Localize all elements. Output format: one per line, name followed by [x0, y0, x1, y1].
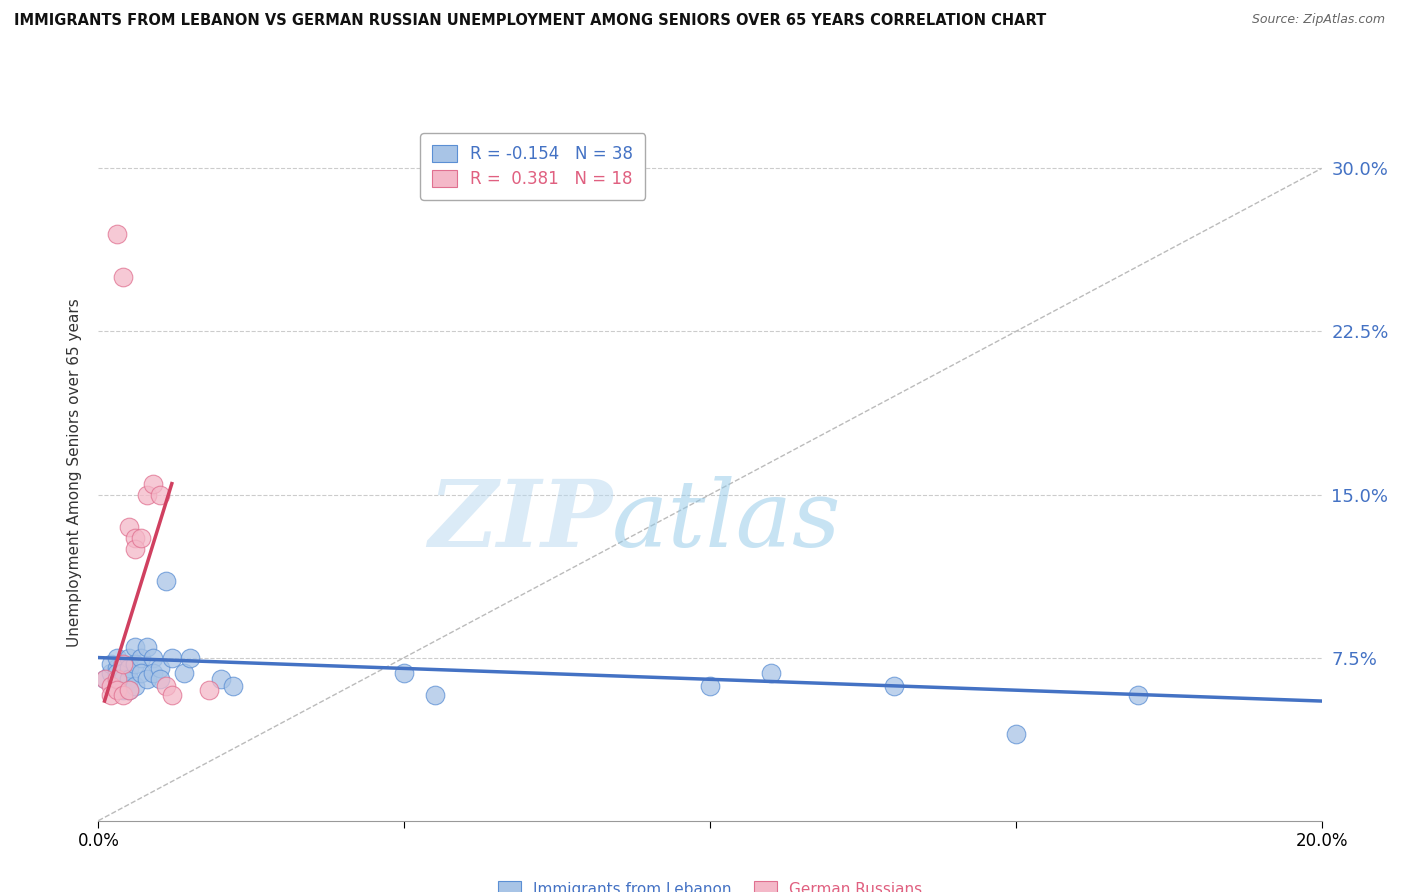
Point — [155, 679, 177, 693]
Point — [160, 650, 183, 665]
Point — [111, 688, 134, 702]
Point — [142, 665, 165, 680]
Y-axis label: Unemployment Among Seniors over 65 years: Unemployment Among Seniors over 65 years — [66, 299, 82, 647]
Point — [118, 650, 141, 665]
Point — [111, 673, 134, 687]
Point — [100, 657, 122, 671]
Point — [111, 270, 134, 285]
Legend: Immigrants from Lebanon, German Russians: Immigrants from Lebanon, German Russians — [492, 875, 928, 892]
Point — [124, 531, 146, 545]
Point — [179, 650, 201, 665]
Point — [883, 679, 905, 693]
Point — [142, 476, 165, 491]
Point — [423, 688, 446, 702]
Point — [105, 665, 128, 680]
Point — [124, 679, 146, 693]
Point — [105, 227, 128, 241]
Point — [118, 683, 141, 698]
Point — [173, 665, 195, 680]
Point — [118, 520, 141, 534]
Point — [149, 661, 172, 675]
Point — [149, 673, 172, 687]
Text: Source: ZipAtlas.com: Source: ZipAtlas.com — [1251, 13, 1385, 27]
Point — [136, 673, 159, 687]
Point — [100, 665, 122, 680]
Point — [136, 487, 159, 501]
Point — [93, 673, 115, 687]
Point — [105, 661, 128, 675]
Point — [129, 531, 152, 545]
Point — [105, 673, 128, 687]
Text: atlas: atlas — [612, 476, 842, 566]
Point — [100, 688, 122, 702]
Point — [222, 679, 245, 693]
Point — [93, 673, 115, 687]
Point — [124, 640, 146, 654]
Point — [759, 665, 782, 680]
Point — [392, 665, 416, 680]
Point — [118, 673, 141, 687]
Point — [124, 541, 146, 556]
Point — [197, 683, 219, 698]
Point — [1004, 726, 1026, 740]
Point — [105, 683, 128, 698]
Point — [111, 657, 134, 671]
Point — [136, 640, 159, 654]
Point — [124, 657, 146, 671]
Point — [699, 679, 721, 693]
Point — [100, 679, 122, 693]
Point — [155, 574, 177, 589]
Point — [111, 657, 134, 671]
Point — [118, 661, 141, 675]
Point — [209, 673, 232, 687]
Text: IMMIGRANTS FROM LEBANON VS GERMAN RUSSIAN UNEMPLOYMENT AMONG SENIORS OVER 65 YEA: IMMIGRANTS FROM LEBANON VS GERMAN RUSSIA… — [14, 13, 1046, 29]
Point — [160, 688, 183, 702]
Point — [142, 650, 165, 665]
Point — [1128, 688, 1150, 702]
Point — [111, 665, 134, 680]
Point — [129, 650, 152, 665]
Point — [149, 487, 172, 501]
Point — [118, 683, 141, 698]
Point — [111, 683, 134, 698]
Text: ZIP: ZIP — [427, 476, 612, 566]
Point — [129, 665, 152, 680]
Point — [105, 650, 128, 665]
